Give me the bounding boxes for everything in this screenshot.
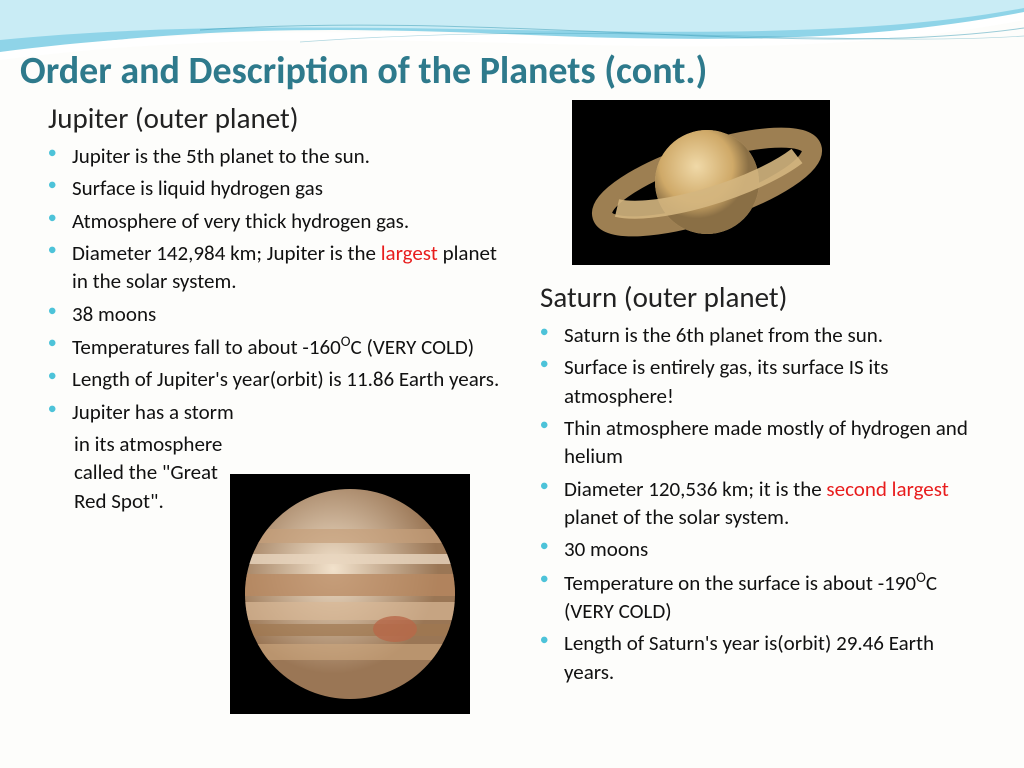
bullet-item: Atmosphere of very thick hydrogen gas. [48, 207, 504, 235]
bullet-item: Temperatures fall to about -160OC (VERY … [48, 332, 504, 361]
bullet-item: Surface is liquid hydrogen gas [48, 174, 504, 202]
saturn-image [572, 100, 830, 265]
content-area: Jupiter (outer planet) Jupiter is the 5t… [44, 100, 996, 690]
jupiter-heading: Jupiter (outer planet) [44, 100, 504, 136]
bullet-item: Jupiter is the 5th planet to the sun. [48, 142, 504, 170]
bullet-item: 38 moons [48, 300, 504, 328]
bullet-item: Length of Jupiter's year(orbit) is 11.86… [48, 365, 504, 393]
jupiter-bullets: Jupiter is the 5th planet to the sun. Sur… [44, 142, 504, 426]
bullet-item: Surface is entirely gas, its surface IS … [540, 353, 988, 410]
bullet-item: Temperature on the surface is about -190… [540, 568, 988, 626]
bullet-item: Thin atmosphere made mostly of hydrogen … [540, 414, 988, 471]
bullet-item: Diameter 120,536 km; it is the second la… [540, 475, 988, 532]
jupiter-image [230, 474, 470, 714]
saturn-bullets: Saturn is the 6th planet from the sun. Su… [528, 321, 988, 686]
bullet-item: 30 moons [540, 535, 988, 563]
saturn-heading: Saturn (outer planet) [528, 279, 988, 315]
bullet-item: Saturn is the 6th planet from the sun. [540, 321, 988, 349]
bullet-item: Diameter 142,984 km; Jupiter is the larg… [48, 239, 504, 296]
bullet-continuation: in its atmosphere [44, 430, 504, 458]
bullet-item: Length of Saturn's year is(orbit) 29.46 … [540, 629, 988, 686]
slide-title: Order and Description of the Planets (co… [20, 48, 707, 94]
bullet-item: Jupiter has a storm [48, 398, 504, 426]
saturn-column: Saturn (outer planet) Saturn is the 6th … [528, 100, 988, 690]
